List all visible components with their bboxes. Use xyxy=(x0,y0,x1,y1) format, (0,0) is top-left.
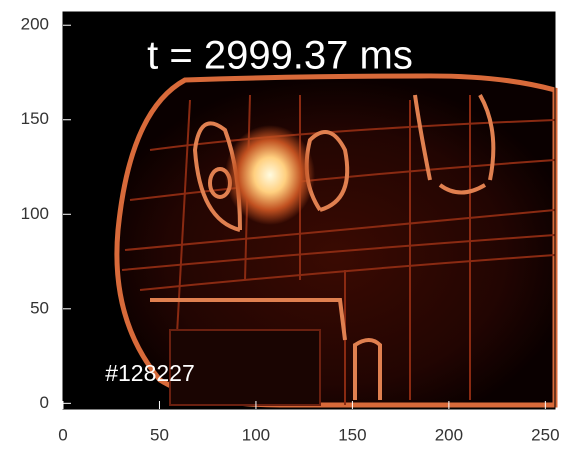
y-tick-label: 150 xyxy=(21,109,49,128)
y-tick-label: 200 xyxy=(21,15,49,34)
chart: t = 2999.37 ms #128227 0 50 100 150 200 250 0 5… xyxy=(0,0,572,449)
x-tick-label: 250 xyxy=(531,425,559,444)
x-tick-label: 150 xyxy=(338,425,366,444)
x-tick-label: 200 xyxy=(435,425,463,444)
y-tick-label: 50 xyxy=(30,298,49,317)
x-tick-label: 0 xyxy=(58,425,67,444)
bright-spot xyxy=(225,125,315,225)
y-tick-label: 100 xyxy=(21,204,49,223)
x-tick-label: 100 xyxy=(242,425,270,444)
y-tick-label: 0 xyxy=(40,393,49,412)
time-label: t = 2999.37 ms xyxy=(147,34,413,78)
page: t = 2999.37 ms #128227 0 50 100 150 200 250 0 5… xyxy=(0,0,572,454)
shot-label: #128227 xyxy=(105,360,195,386)
image-frame: t = 2999.37 ms #128227 xyxy=(63,12,555,409)
x-tick-label: 50 xyxy=(150,425,169,444)
